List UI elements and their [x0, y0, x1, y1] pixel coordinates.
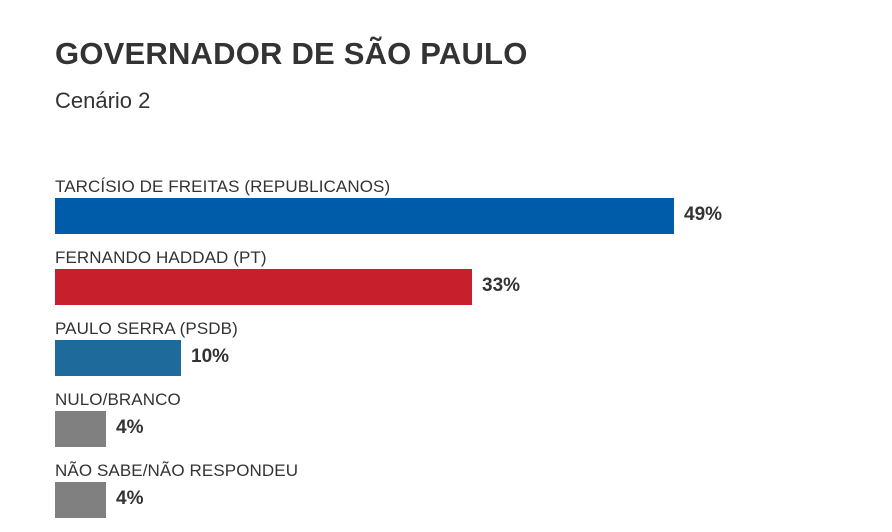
bar — [55, 198, 674, 234]
category-label: FERNANDO HADDAD (PT) — [55, 248, 267, 267]
value-label: 49% — [684, 204, 723, 225]
value-label: 33% — [482, 275, 521, 296]
bar-row: TARCÍSIO DE FREITAS (REPUBLICANOS) 49% — [55, 177, 875, 241]
chart-subtitle: Cenário 2 — [55, 88, 151, 113]
bar-row: FERNANDO HADDAD (PT) 33% — [55, 248, 875, 312]
value-label: 10% — [191, 346, 230, 367]
category-label: NÃO SABE/NÃO RESPONDEU — [55, 461, 299, 480]
bar-row: NÃO SABE/NÃO RESPONDEU 4% — [55, 461, 875, 525]
bar — [55, 340, 181, 376]
bar-row: NULO/BRANCO 4% — [55, 390, 875, 454]
chart-title: GOVERNADOR DE SÃO PAULO — [55, 36, 528, 71]
value-label: 4% — [116, 488, 144, 509]
category-label: NULO/BRANCO — [55, 390, 181, 409]
value-label: 4% — [116, 417, 144, 438]
bar-row: PAULO SERRA (PSDB) 10% — [55, 319, 875, 383]
bar — [55, 269, 472, 305]
bar — [55, 411, 106, 447]
bar — [55, 482, 106, 518]
category-label: TARCÍSIO DE FREITAS (REPUBLICANOS) — [55, 177, 391, 196]
category-label: PAULO SERRA (PSDB) — [55, 319, 238, 338]
